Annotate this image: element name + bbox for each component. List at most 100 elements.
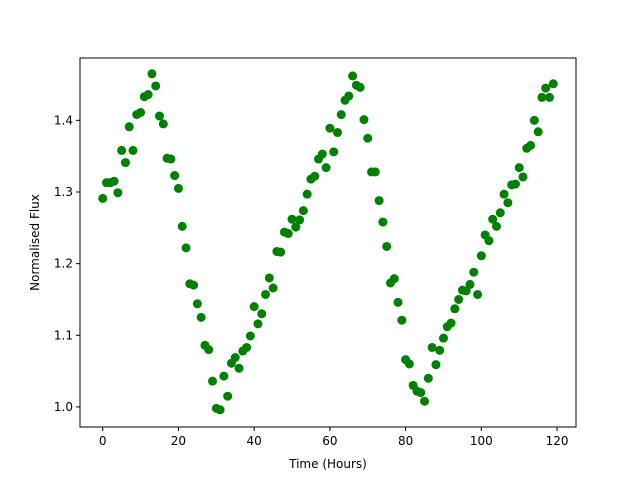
data-point bbox=[355, 82, 365, 92]
data-point bbox=[416, 388, 426, 398]
data-point bbox=[143, 90, 153, 100]
data-point bbox=[245, 331, 255, 341]
data-point bbox=[264, 273, 274, 283]
data-point bbox=[378, 217, 388, 227]
y-tick-label: 1.0 bbox=[54, 400, 73, 414]
data-point bbox=[166, 154, 176, 164]
data-point bbox=[329, 147, 339, 157]
data-point bbox=[427, 342, 437, 352]
data-point bbox=[545, 92, 554, 102]
data-point bbox=[332, 128, 342, 138]
data-point bbox=[136, 107, 146, 117]
x-tick-label: 60 bbox=[322, 434, 337, 448]
data-point bbox=[117, 145, 127, 155]
data-point bbox=[382, 241, 392, 251]
y-axis-label: Normalised Flux bbox=[28, 194, 42, 291]
x-axis-label: Time (Hours) bbox=[288, 457, 367, 471]
plot-frame bbox=[79, 57, 577, 428]
y-tick-label: 1.3 bbox=[54, 185, 73, 199]
x-tick-label: 120 bbox=[546, 434, 569, 448]
data-point bbox=[397, 315, 407, 325]
data-point bbox=[173, 183, 183, 193]
data-point bbox=[514, 163, 524, 173]
data-point bbox=[234, 363, 244, 373]
data-point bbox=[302, 189, 312, 199]
data-point bbox=[230, 353, 240, 362]
data-point bbox=[158, 119, 168, 129]
data-point bbox=[484, 236, 494, 246]
data-point bbox=[370, 167, 380, 177]
data-point bbox=[363, 133, 373, 143]
data-point bbox=[249, 302, 259, 312]
data-point bbox=[98, 193, 108, 203]
data-point bbox=[310, 171, 320, 181]
y-tick-label: 1.2 bbox=[54, 257, 73, 271]
data-point bbox=[423, 373, 433, 383]
data-point bbox=[181, 243, 191, 253]
data-point bbox=[120, 158, 130, 168]
x-tick-label: 80 bbox=[398, 434, 413, 448]
data-point bbox=[548, 79, 558, 89]
data-point bbox=[533, 127, 543, 137]
data-point bbox=[317, 149, 327, 159]
data-point bbox=[204, 345, 214, 355]
data-point bbox=[321, 163, 331, 173]
data-point bbox=[495, 208, 505, 218]
data-point bbox=[469, 267, 479, 277]
data-point bbox=[374, 196, 384, 206]
data-point bbox=[518, 172, 528, 182]
data-point bbox=[196, 312, 206, 322]
x-axis-ticks: 0 20 40 60 80 100 120 bbox=[99, 427, 569, 448]
data-point bbox=[147, 69, 157, 79]
data-point bbox=[431, 360, 441, 370]
data-point bbox=[257, 309, 267, 319]
data-point bbox=[499, 189, 509, 199]
data-point bbox=[109, 176, 119, 186]
data-point bbox=[348, 71, 358, 81]
data-point bbox=[473, 289, 483, 299]
data-point bbox=[177, 221, 187, 231]
data-point bbox=[389, 274, 399, 284]
data-point bbox=[454, 294, 464, 304]
data-point bbox=[287, 214, 297, 224]
data-point bbox=[336, 110, 346, 120]
data-point bbox=[325, 123, 335, 133]
y-tick-label: 1.1 bbox=[54, 328, 73, 342]
data-point bbox=[510, 179, 520, 189]
y-tick-label: 1.4 bbox=[54, 113, 73, 127]
data-point bbox=[526, 140, 536, 150]
data-points bbox=[98, 69, 558, 415]
data-point bbox=[450, 304, 460, 314]
data-point bbox=[215, 405, 225, 415]
data-point bbox=[268, 283, 278, 293]
data-point bbox=[208, 376, 218, 386]
data-point bbox=[393, 297, 403, 307]
data-point bbox=[298, 206, 308, 216]
data-point bbox=[291, 222, 301, 232]
data-point bbox=[253, 319, 263, 329]
data-point bbox=[438, 333, 448, 343]
data-point bbox=[488, 214, 498, 224]
data-point bbox=[170, 171, 180, 181]
data-point bbox=[344, 91, 354, 101]
data-point bbox=[283, 229, 293, 239]
data-point bbox=[529, 115, 539, 125]
data-point bbox=[219, 371, 229, 381]
data-point bbox=[223, 391, 233, 401]
data-point bbox=[113, 188, 123, 198]
x-tick-label: 100 bbox=[470, 434, 493, 448]
x-tick-label: 20 bbox=[171, 434, 186, 448]
data-point bbox=[261, 289, 271, 299]
x-tick-label: 0 bbox=[99, 434, 107, 448]
data-point bbox=[128, 145, 138, 155]
data-point bbox=[155, 111, 165, 121]
data-point bbox=[189, 280, 199, 290]
data-point bbox=[446, 318, 456, 328]
data-point bbox=[420, 396, 430, 406]
data-point bbox=[491, 221, 501, 231]
data-point bbox=[359, 115, 369, 125]
data-point bbox=[192, 299, 202, 309]
data-point bbox=[242, 342, 252, 352]
